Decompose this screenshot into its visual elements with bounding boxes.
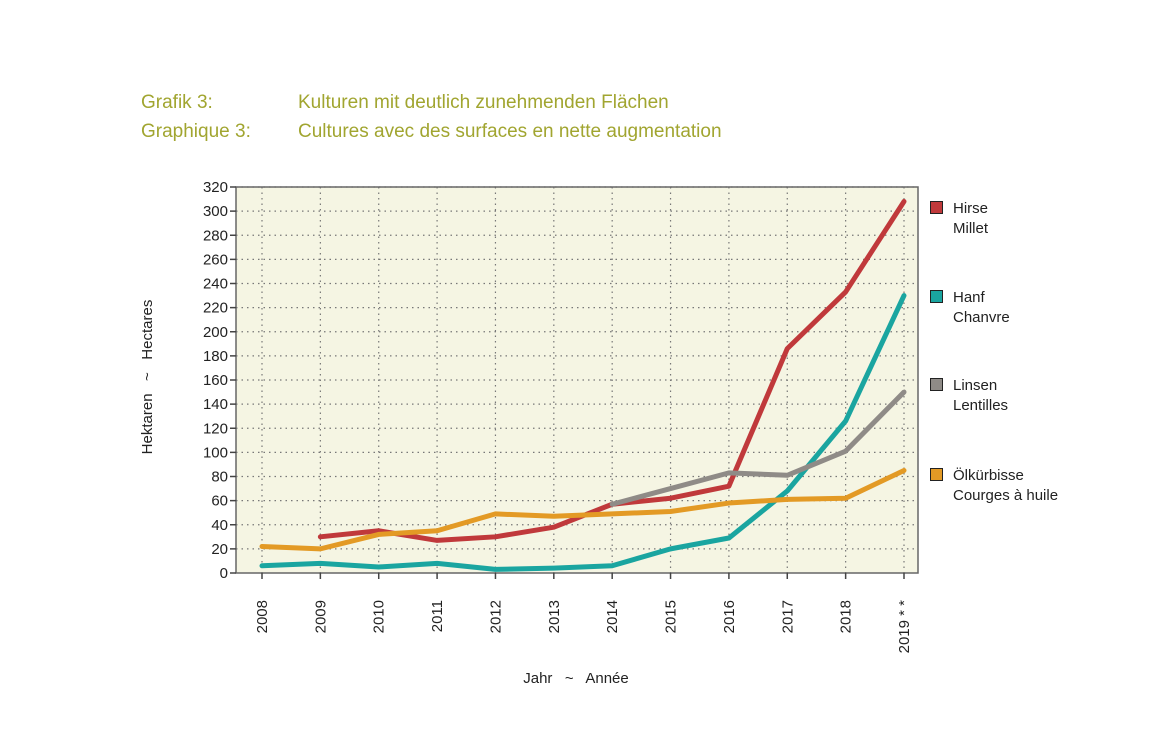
legend-label-de: Ölkürbisse xyxy=(953,467,1024,484)
series-line-hanf xyxy=(259,293,907,572)
x-tick-label: 2013 xyxy=(546,600,563,633)
legend-label-fr: Millet xyxy=(953,220,989,237)
y-tick-label: 260 xyxy=(203,251,228,268)
x-tick-label: 2008 xyxy=(254,600,271,633)
legend-label-fr: Courges à huile xyxy=(953,487,1059,504)
legend-labels: Hanf Chanvre xyxy=(953,288,1010,328)
x-tick-label: 2010 xyxy=(371,600,388,633)
y-tick-label: 140 xyxy=(203,396,228,413)
legend-label-fr: Lentilles xyxy=(953,397,1009,414)
legend-label-de: Hirse xyxy=(953,200,989,217)
y-tick-label: 280 xyxy=(203,227,228,244)
x-tick-label: 2018 xyxy=(838,600,855,633)
y-tick-label: 120 xyxy=(203,420,228,437)
y-tick-label: 80 xyxy=(211,469,228,486)
x-tick-label: 2016 xyxy=(721,600,738,633)
legend-swatch xyxy=(930,201,943,214)
legend-label-de: Hanf xyxy=(953,289,985,306)
legend-label-de: Linsen xyxy=(953,377,998,394)
chart-title-de: Kulturen mit deutlich zunehmenden Fläche… xyxy=(298,92,669,113)
series-line-linsen xyxy=(609,389,907,507)
legend-swatch xyxy=(930,468,943,481)
x-tick-label: 2017 xyxy=(779,600,796,633)
y-tick-label: 0 xyxy=(220,565,228,582)
y-tick-label: 320 xyxy=(203,179,228,196)
y-tick-label: 60 xyxy=(211,493,228,510)
legend-swatch xyxy=(930,290,943,303)
figure-number-fr: Graphique 3: xyxy=(141,121,251,142)
x-axis-label: Jahr ~ Année xyxy=(523,670,629,687)
legend-labels: Hirse Millet xyxy=(953,199,988,239)
y-axis-label: Hektaren ~ Hectares xyxy=(139,300,156,455)
legend-labels: Linsen Lentilles xyxy=(953,376,1008,416)
x-tick-label: 2012 xyxy=(487,600,504,633)
series-line--lk-rbisse xyxy=(259,467,907,552)
y-tick-label: 200 xyxy=(203,324,228,341)
y-tick-label: 220 xyxy=(203,300,228,317)
chart-title-fr: Cultures avec des surfaces en nette augm… xyxy=(298,121,722,142)
y-tick-label: 20 xyxy=(211,541,228,558)
y-tick-label: 40 xyxy=(211,517,228,534)
x-tick-label: 2015 xyxy=(663,600,680,633)
x-tick-label: 2009 xyxy=(312,600,329,633)
y-tick-label: 100 xyxy=(203,444,228,461)
legend-labels: Ölkürbisse Courges à huile xyxy=(953,466,1058,506)
y-tick-label: 180 xyxy=(203,348,228,365)
x-tick-label: 2019 * * xyxy=(896,600,913,654)
y-tick-label: 160 xyxy=(203,372,228,389)
x-tick-label: 2014 xyxy=(604,600,621,633)
figure-number-de: Grafik 3: xyxy=(141,92,213,113)
y-tick-label: 300 xyxy=(203,203,228,220)
legend-label-fr: Chanvre xyxy=(953,309,1010,326)
x-tick-label: 2011 xyxy=(429,600,446,632)
legend-swatch xyxy=(930,378,943,391)
y-tick-label: 240 xyxy=(203,276,228,293)
